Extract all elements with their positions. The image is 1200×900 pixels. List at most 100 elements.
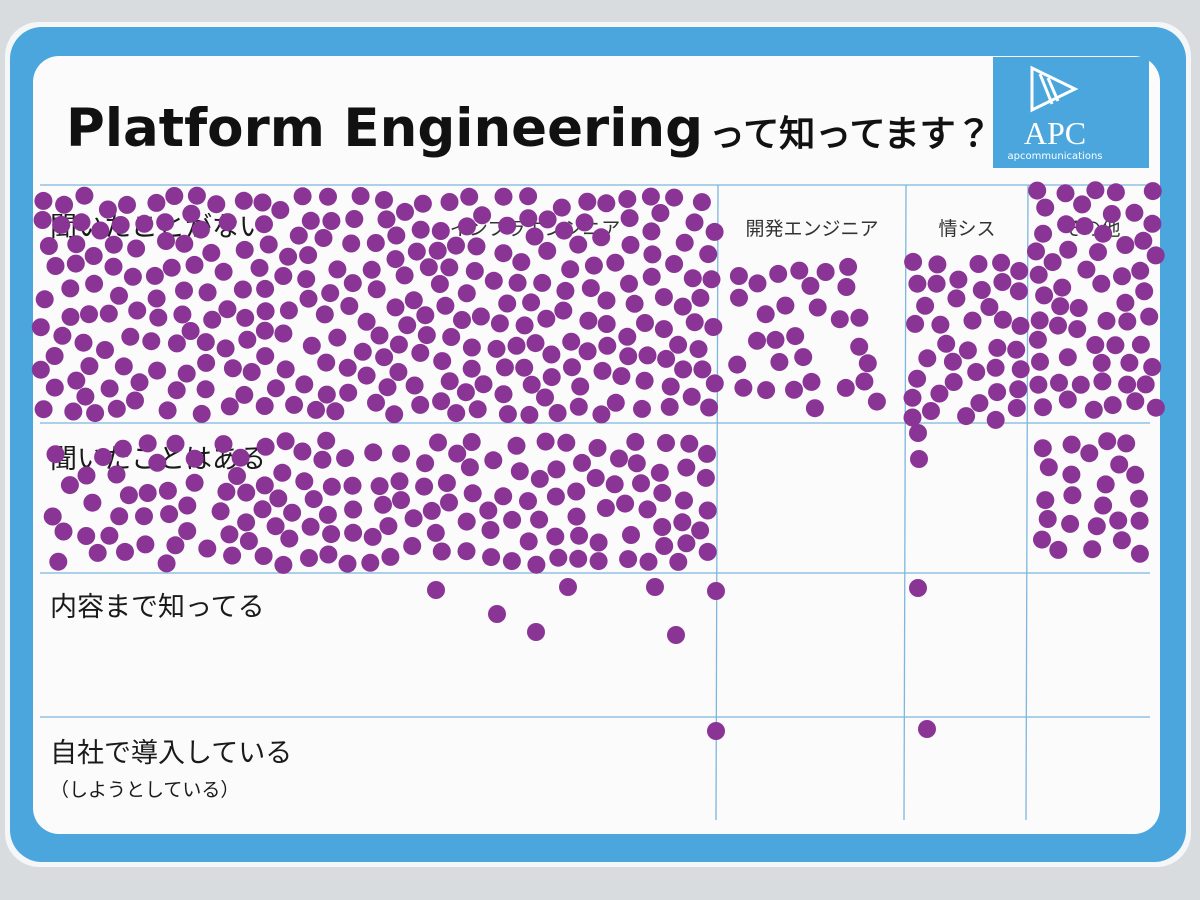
vote-sticker bbox=[1089, 243, 1107, 262]
vote-sticker bbox=[729, 267, 748, 285]
vote-sticker bbox=[253, 193, 272, 212]
vote-sticker bbox=[233, 280, 252, 299]
vote-sticker bbox=[916, 296, 935, 315]
vote-sticker bbox=[302, 336, 321, 355]
vote-sticker bbox=[685, 313, 704, 332]
vote-sticker bbox=[1112, 531, 1131, 550]
vote-sticker bbox=[386, 298, 405, 317]
vote-sticker bbox=[367, 393, 385, 412]
vote-sticker bbox=[756, 305, 775, 324]
vote-sticker bbox=[196, 380, 215, 399]
vote-sticker bbox=[392, 491, 410, 510]
vote-sticker bbox=[1061, 514, 1080, 533]
vote-sticker bbox=[462, 359, 481, 378]
vote-sticker bbox=[389, 335, 408, 354]
vote-sticker bbox=[548, 404, 567, 422]
vote-sticker bbox=[586, 469, 605, 487]
vote-sticker bbox=[165, 187, 184, 205]
vote-sticker bbox=[692, 193, 711, 212]
vote-sticker bbox=[547, 460, 566, 479]
vote-sticker bbox=[207, 195, 226, 214]
vote-sticker bbox=[503, 510, 522, 529]
vote-sticker bbox=[158, 401, 177, 420]
vote-sticker bbox=[592, 405, 611, 424]
vote-sticker bbox=[158, 481, 177, 500]
vote-sticker bbox=[557, 433, 576, 452]
vote-sticker bbox=[280, 529, 299, 548]
vote-sticker bbox=[1071, 375, 1090, 394]
vote-sticker bbox=[665, 255, 684, 273]
vote-sticker bbox=[691, 521, 710, 540]
vote-sticker bbox=[653, 483, 672, 502]
vote-sticker bbox=[202, 243, 221, 262]
vote-sticker bbox=[148, 453, 167, 472]
vote-sticker bbox=[567, 507, 586, 526]
vote-sticker bbox=[364, 443, 383, 462]
vote-sticker bbox=[1116, 293, 1135, 312]
vote-sticker bbox=[481, 521, 500, 539]
vote-sticker bbox=[427, 581, 445, 599]
vote-sticker bbox=[850, 308, 869, 327]
logo-stripe bbox=[1038, 73, 1054, 105]
vote-sticker bbox=[748, 274, 767, 293]
vote-sticker bbox=[556, 281, 575, 300]
vote-sticker bbox=[702, 270, 721, 289]
vote-sticker bbox=[536, 388, 554, 407]
vote-sticker bbox=[413, 194, 432, 213]
vote-sticker bbox=[313, 450, 332, 469]
vote-sticker bbox=[988, 338, 1007, 357]
vote-sticker bbox=[538, 210, 557, 229]
vote-sticker bbox=[677, 458, 696, 477]
vote-sticker bbox=[343, 476, 362, 495]
vote-sticker bbox=[336, 449, 355, 468]
vote-sticker bbox=[1043, 253, 1062, 272]
vote-sticker bbox=[1058, 348, 1077, 367]
vote-sticker bbox=[1030, 311, 1049, 330]
vote-sticker bbox=[345, 210, 364, 228]
vote-sticker bbox=[297, 270, 316, 289]
vote-sticker bbox=[149, 308, 168, 327]
vote-sticker bbox=[259, 235, 278, 254]
vote-sticker bbox=[77, 527, 96, 545]
vote-sticker bbox=[276, 360, 295, 379]
vote-sticker bbox=[45, 347, 64, 365]
vote-sticker bbox=[1143, 214, 1162, 233]
vote-sticker bbox=[338, 358, 357, 377]
vote-sticker bbox=[52, 215, 71, 234]
vote-sticker bbox=[1028, 181, 1047, 200]
vote-sticker bbox=[592, 228, 611, 247]
vote-sticker bbox=[910, 450, 928, 468]
vote-sticker bbox=[790, 261, 809, 280]
vote-sticker bbox=[1063, 486, 1082, 505]
vote-sticker bbox=[1033, 439, 1052, 458]
vote-sticker bbox=[653, 518, 672, 536]
vote-sticker bbox=[223, 546, 242, 565]
vote-sticker bbox=[642, 267, 661, 286]
column-header: 情シス bbox=[938, 218, 995, 240]
vote-sticker bbox=[581, 279, 600, 298]
vote-sticker bbox=[114, 357, 133, 376]
vote-sticker bbox=[699, 245, 718, 264]
vote-sticker bbox=[442, 328, 461, 346]
vote-sticker bbox=[166, 434, 185, 453]
vote-sticker bbox=[639, 552, 658, 571]
logo: APC apcommunications bbox=[993, 57, 1149, 168]
vote-sticker bbox=[211, 502, 230, 521]
vote-sticker bbox=[654, 320, 673, 339]
vote-sticker bbox=[147, 289, 166, 308]
vote-sticker bbox=[650, 463, 669, 482]
vote-sticker bbox=[519, 187, 538, 206]
vote-sticker bbox=[289, 226, 308, 245]
vote-sticker bbox=[673, 513, 692, 532]
vote-sticker bbox=[669, 552, 688, 571]
vote-sticker bbox=[704, 318, 723, 336]
vote-sticker bbox=[94, 448, 113, 466]
vote-sticker bbox=[575, 213, 594, 232]
vote-sticker bbox=[1080, 444, 1099, 463]
vote-sticker bbox=[218, 300, 237, 319]
vote-sticker bbox=[255, 215, 273, 234]
vote-sticker bbox=[237, 483, 256, 502]
vote-sticker bbox=[100, 379, 119, 398]
vote-sticker bbox=[98, 200, 117, 219]
vote-sticker bbox=[357, 366, 376, 385]
